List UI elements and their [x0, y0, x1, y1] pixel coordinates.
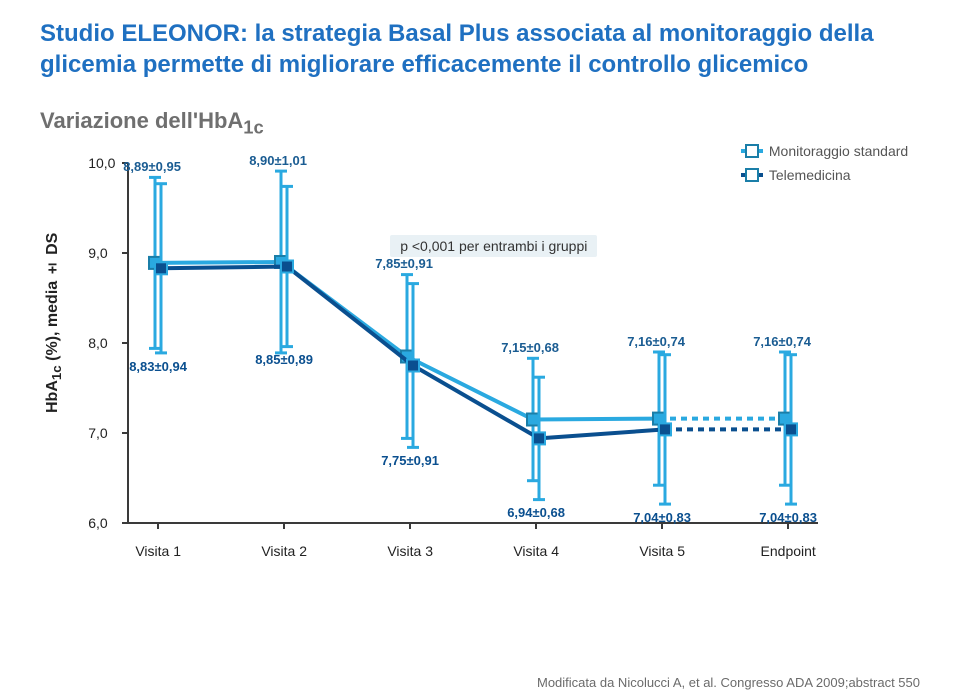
data-point-label: 7,85±0,91: [375, 256, 433, 271]
legend-item-standard: .lg-sw:nth-child(1)::after{border-color:…: [741, 143, 908, 159]
data-point-label: 8,85±0,89: [255, 352, 313, 367]
legend-item-telemedicina: Telemedicina: [741, 167, 908, 183]
data-point-label: 7,04±0,83: [633, 510, 691, 525]
citation-text: Modificata da Nicolucci A, et al. Congre…: [537, 675, 920, 690]
y-tick-label: 8,0: [88, 335, 107, 351]
data-point-label: 7,16±0,74: [627, 334, 685, 349]
data-point-label: 8,90±1,01: [249, 153, 307, 168]
x-tick-label: Visita 1: [108, 543, 208, 559]
chart-subtitle: Variazione dell'HbA1c: [40, 108, 920, 138]
y-tick-label: 6,0: [88, 515, 107, 531]
page-title: Studio ELEONOR: la strategia Basal Plus …: [40, 18, 880, 80]
y-tick-label: 7,0: [88, 425, 107, 441]
chart-legend: .lg-sw:nth-child(1)::after{border-color:…: [741, 143, 908, 191]
data-point-label: 6,94±0,68: [507, 505, 565, 520]
x-tick-label: Visita 4: [486, 543, 586, 559]
data-point-label: 7,75±0,91: [381, 453, 439, 468]
legend-label: Telemedicina: [769, 167, 851, 183]
y-axis-label: HbA1c (%), media ± DS: [40, 143, 64, 563]
data-point-label: 8,83±0,94: [129, 359, 187, 374]
x-tick-label: Visita 2: [234, 543, 334, 559]
legend-label: Monitoraggio standard: [769, 143, 908, 159]
p-value-annotation: p <0,001 per entrambi i gruppi: [390, 235, 597, 257]
data-point-label: 7,15±0,68: [501, 340, 559, 355]
data-point-label: 7,04±0,83: [759, 510, 817, 525]
data-point-label: 7,16±0,74: [753, 334, 811, 349]
data-point-label: 8,89±0,95: [123, 159, 181, 174]
x-tick-label: Endpoint: [738, 543, 838, 559]
y-tick-label: 10,0: [88, 155, 115, 171]
x-tick-label: Visita 5: [612, 543, 712, 559]
hba1c-line-chart: .lg-sw:nth-child(1)::after{border-color:…: [68, 143, 828, 563]
x-tick-label: Visita 3: [360, 543, 460, 559]
y-tick-label: 9,0: [88, 245, 107, 261]
